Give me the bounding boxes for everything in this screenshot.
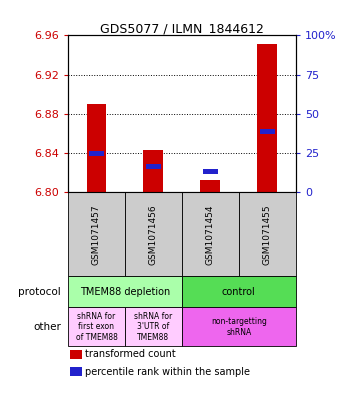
- Bar: [146, 164, 161, 169]
- Text: GSM1071454: GSM1071454: [206, 204, 215, 264]
- Bar: [70, 367, 82, 376]
- Bar: [70, 350, 82, 359]
- Text: control: control: [222, 287, 256, 297]
- FancyBboxPatch shape: [125, 192, 182, 276]
- Text: non-targetting
shRNA: non-targetting shRNA: [211, 317, 267, 336]
- FancyBboxPatch shape: [182, 192, 239, 276]
- FancyBboxPatch shape: [68, 307, 125, 347]
- Text: shRNA for
3'UTR of
TMEM88: shRNA for 3'UTR of TMEM88: [134, 312, 172, 342]
- Bar: [86, 104, 106, 192]
- FancyBboxPatch shape: [182, 307, 296, 347]
- FancyBboxPatch shape: [182, 276, 296, 307]
- Text: GSM1071455: GSM1071455: [263, 204, 272, 264]
- Bar: [200, 180, 220, 192]
- Text: percentile rank within the sample: percentile rank within the sample: [85, 367, 250, 376]
- Bar: [203, 169, 218, 174]
- FancyBboxPatch shape: [68, 276, 182, 307]
- FancyBboxPatch shape: [68, 192, 125, 276]
- Text: TMEM88 depletion: TMEM88 depletion: [80, 287, 170, 297]
- Bar: [260, 129, 275, 134]
- Text: transformed count: transformed count: [85, 349, 176, 359]
- Text: shRNA for
first exon
of TMEM88: shRNA for first exon of TMEM88: [75, 312, 117, 342]
- Text: GSM1071456: GSM1071456: [149, 204, 158, 264]
- FancyBboxPatch shape: [125, 307, 182, 347]
- Title: GDS5077 / ILMN_1844612: GDS5077 / ILMN_1844612: [100, 22, 264, 35]
- Text: protocol: protocol: [18, 287, 61, 297]
- Text: other: other: [33, 322, 61, 332]
- Bar: [257, 44, 277, 192]
- FancyBboxPatch shape: [239, 192, 296, 276]
- Bar: [89, 151, 104, 156]
- Text: GSM1071457: GSM1071457: [92, 204, 101, 264]
- Bar: [143, 150, 164, 192]
